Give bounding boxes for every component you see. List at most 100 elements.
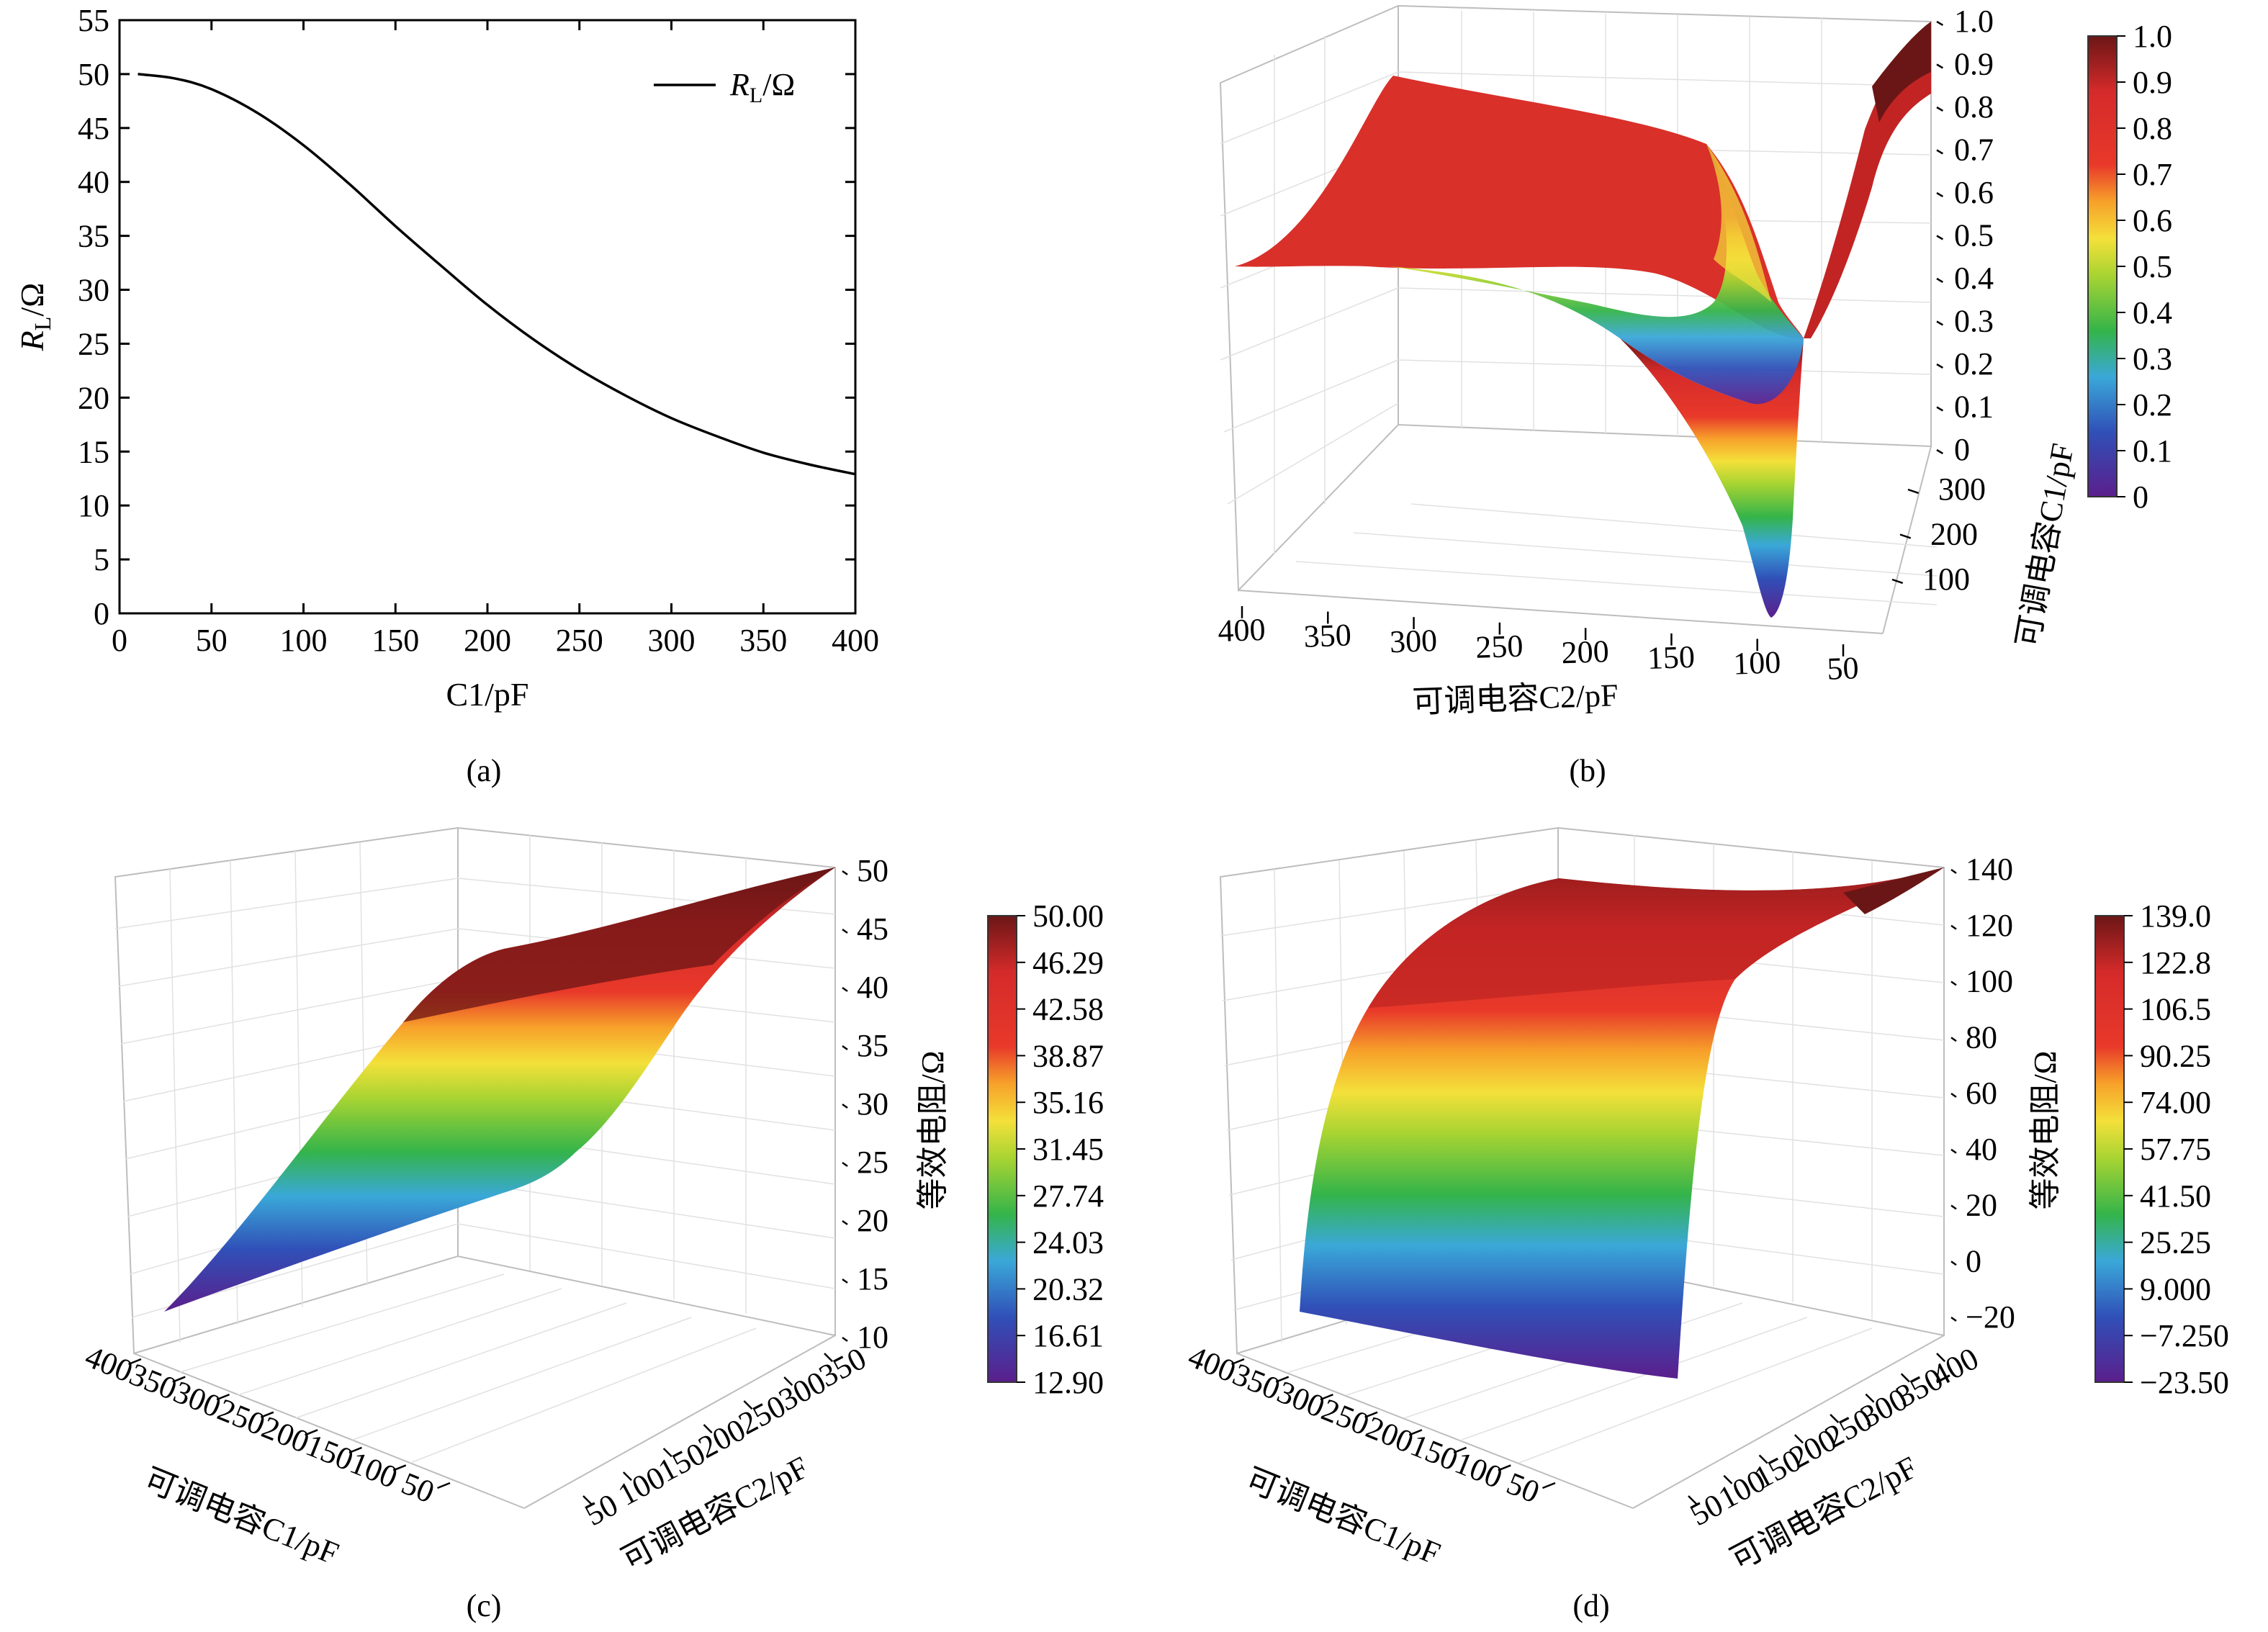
y-tick-label-mark (1907, 488, 1920, 495)
z-tick-label-mark (1950, 1092, 1957, 1098)
colorbar-d (2094, 915, 2125, 1383)
caption-c: (c) (467, 1588, 502, 1623)
z-tick-label-mark (1950, 924, 1957, 930)
x-tick-label-mark (172, 1376, 186, 1383)
z-tick-label-mark (842, 1161, 848, 1167)
caption-b: (b) (1569, 753, 1606, 788)
x-tick-label: 150 (1647, 639, 1696, 676)
surface-b-mid (1390, 144, 1804, 405)
z-tick-label: 45 (857, 911, 888, 947)
colorbar-tick-label: −23.50 (2140, 1365, 2229, 1400)
z-tick-label: 0.5 (1954, 218, 1994, 253)
x-tick-label: 300 (648, 623, 696, 658)
colorbar-d-ticks: 139.0 122.8 106.5 90.25 74.00 57.75 41.50 25.25… (2124, 898, 2229, 1400)
surface-b-peak (1872, 22, 1931, 122)
z-tick-label-mark (1950, 1148, 1957, 1154)
surface-b-trough (1620, 338, 1804, 618)
panel-a-y-ticks: 0 5 10 15 20 25 30 35 40 45 50 55 (78, 3, 855, 631)
colorbar-tick-label: 0.5 (2133, 249, 2172, 284)
colorbar-tick-label: 1.0 (2133, 19, 2172, 54)
x-tick-label: 200 (1561, 634, 1610, 670)
z-tick-label-mark (1936, 277, 1944, 283)
surface-d-corner (1843, 867, 1944, 914)
y-tick-label: 40 (78, 165, 109, 200)
x-tick-label: 400 (832, 623, 879, 658)
x-tick-label-mark (1364, 1411, 1378, 1418)
x-tick-label: 100 (1732, 644, 1781, 681)
x-tick-label: 350 (739, 623, 787, 658)
x-tick-label: 50 (196, 623, 228, 658)
z-axis-title-c: 等效电阻/Ω (915, 1051, 950, 1210)
x-tick-label: 300 (1389, 623, 1438, 659)
caption-a: (a) (467, 753, 502, 788)
colorbar-tick-label: 41.50 (2140, 1178, 2211, 1214)
x-axis-title-b: 可调电容C2/pF (1412, 677, 1619, 720)
colorbar-tick-label: 9.000 (2140, 1271, 2211, 1307)
x-tick-label-mark (128, 1358, 142, 1366)
z-tick-label: 50 (857, 853, 888, 888)
z-tick-label-mark (1936, 106, 1944, 112)
z-tick-label: 0.8 (1954, 89, 1994, 125)
z-tick-label: 80 (1966, 1019, 1997, 1055)
panel-a: 0 50 100 150 200 250 300 350 400 0 5 10 15 20 25 30 35 4… (14, 3, 879, 788)
z-tick-label: 120 (1966, 908, 2013, 943)
z-tick-label-mark (1936, 320, 1944, 326)
y-tick-label-mark (1900, 1373, 1910, 1383)
colorbar-tick-label: 20.32 (1032, 1271, 1104, 1307)
z-tick-label-mark (1936, 235, 1944, 240)
panel-b-z-ticks: 0 0.1 0.2 0.3 0.4 0.5 0.6 0.7 0.8 0.9 1.0 (1936, 4, 1994, 467)
surface-c-top (403, 867, 835, 1022)
z-tick-label-mark (1950, 980, 1957, 986)
y-axis-title-b: 可调电容C1/pF (2010, 441, 2081, 649)
y-tick-label-mark (1794, 1434, 1804, 1444)
colorbar-tick-label: 31.45 (1032, 1132, 1104, 1167)
panel-a-x-ticks: 0 50 100 150 200 250 300 350 400 (112, 20, 879, 658)
z-tick-label-mark (1950, 1037, 1957, 1042)
z-tick-label-mark (1950, 868, 1957, 874)
z-tick-label-mark (1950, 1204, 1957, 1210)
z-tick-label-mark (842, 1103, 848, 1109)
legend-label-rl: RL/Ω (729, 67, 795, 107)
colorbar-tick-label: 35.16 (1032, 1085, 1104, 1120)
x-tick-label-mark (1275, 1376, 1290, 1383)
surface-b (1235, 22, 1931, 618)
z-tick-label: −20 (1966, 1299, 2015, 1335)
z-tick-label-mark (1950, 1261, 1957, 1266)
x-tick-label: 250 (556, 623, 603, 658)
x-tick-label: 50 (1827, 650, 1860, 687)
panel-d-z-ticks: 140 120 100 80 60 40 20 0 −20 (1950, 852, 2015, 1335)
z-tick-label-mark (1936, 149, 1944, 155)
colorbar-tick-label: 0.4 (2133, 295, 2172, 330)
series-line-rl (138, 73, 856, 476)
y-tick-label-mark (1723, 1474, 1733, 1484)
surface-b-ridge (1804, 23, 1931, 338)
x-tick-label: 350 (1303, 617, 1352, 654)
y-tick-label-mark (582, 1495, 593, 1505)
colorbar-b (2087, 35, 2118, 497)
panel-b: 0 0.1 0.2 0.3 0.4 0.5 0.6 0.7 0.8 0.9 1.0 400 350 30… (1218, 4, 2172, 788)
colorbar-b-ticks: 0 0.1 0.2 0.3 0.4 0.5 0.6 0.7 0.8 0.9 1.0 (2117, 19, 2172, 515)
colorbar-tick-label: 42.58 (1032, 992, 1104, 1027)
colorbar-tick-label: −7.250 (2140, 1318, 2229, 1353)
colorbar-tick-label: 27.74 (1032, 1178, 1104, 1214)
y-tick-label: 50 (579, 1487, 624, 1533)
x-axis-title-a: C1/pF (446, 676, 528, 713)
z-tick-label-mark (1936, 20, 1944, 26)
colorbar-c-ticks: 50.00 46.29 42.58 38.87 35.16 31.45 27.74 24.03… (1017, 898, 1104, 1400)
surface-d-top (1368, 867, 1944, 1008)
colorbar-tick-label: 50.00 (1032, 898, 1104, 934)
y-tick-label-mark (783, 1376, 793, 1387)
z-tick-label: 35 (857, 1028, 888, 1063)
z-tick-label: 30 (857, 1086, 888, 1122)
y-tick-label: 300 (1938, 472, 1986, 507)
z-tick-label-mark (842, 870, 848, 875)
y-tick-label: 35 (78, 219, 109, 254)
z-tick-label-mark (842, 1278, 848, 1284)
plot-a-frame (118, 19, 857, 615)
colorbar-tick-label: 24.03 (1032, 1225, 1104, 1261)
colorbar-tick-label: 74.00 (2140, 1085, 2211, 1120)
y-tick-label: 10 (78, 488, 109, 523)
y-tick-label: 15 (78, 434, 109, 469)
